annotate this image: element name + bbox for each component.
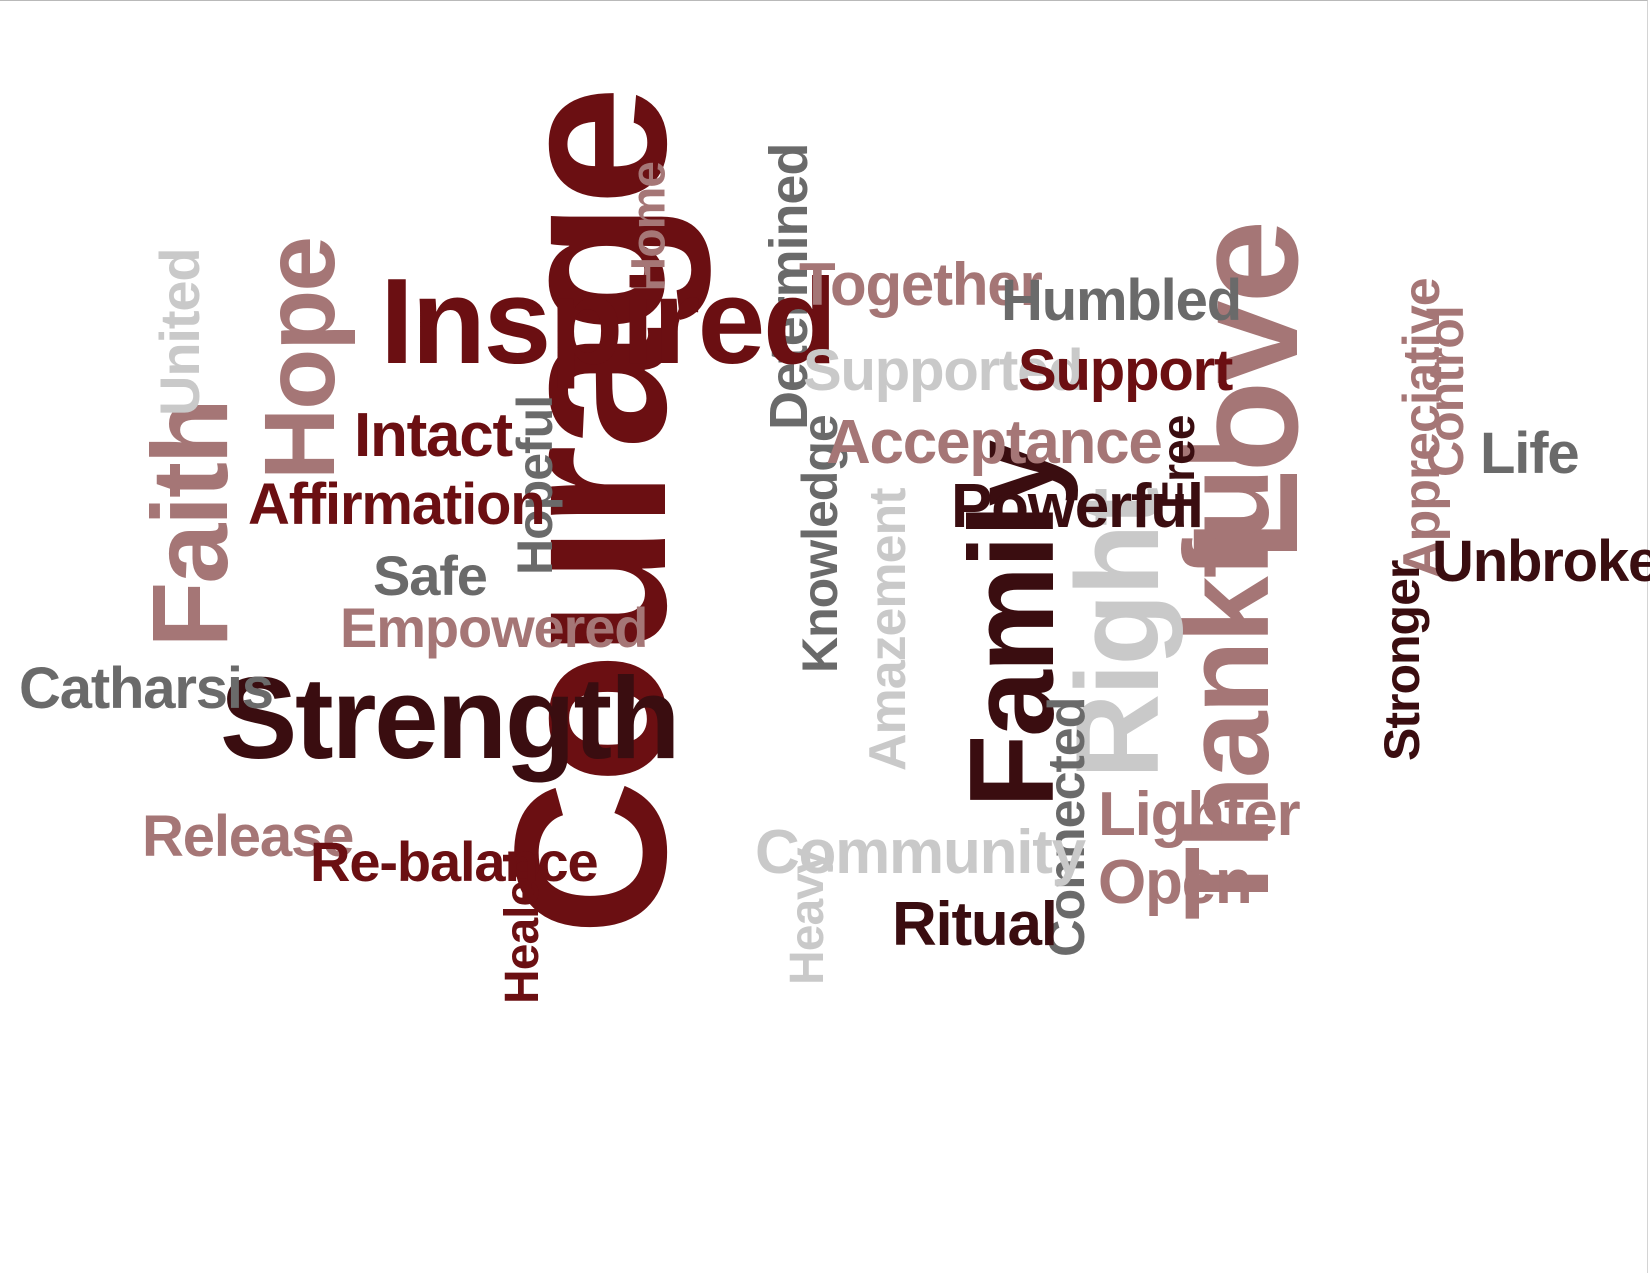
word-lighter: Lighter: [1098, 780, 1301, 849]
word-open: Open: [1098, 848, 1253, 917]
word-faith: Faith: [129, 400, 250, 648]
word-catharsis: Catharsis: [19, 656, 274, 721]
word-united: United: [148, 248, 211, 417]
word-supported: Supported: [803, 338, 1084, 403]
word-powerful: Powerful: [951, 472, 1204, 541]
word-empowered: Empowered: [340, 596, 648, 659]
word-release: Release: [142, 804, 354, 869]
word-amazement: Amazement: [859, 488, 917, 771]
word-inspired: Inspired: [380, 253, 837, 389]
word-community: Community: [755, 818, 1086, 887]
word-together: Together: [799, 251, 1043, 318]
word-acceptance: Acceptance: [826, 408, 1163, 477]
word-strength: Strength: [220, 653, 681, 783]
word-unbroken: Unbroken: [1432, 529, 1650, 594]
word-affirmation: Affirmation: [248, 472, 546, 537]
word-life: Life: [1480, 421, 1580, 486]
word-knowledge: Knowledge: [792, 415, 848, 673]
word-intact: Intact: [354, 401, 513, 470]
word-safe: Safe: [373, 544, 488, 607]
word-ritual: Ritual: [892, 890, 1058, 959]
word-control: Control: [1418, 306, 1474, 477]
word-support: Support: [1018, 338, 1233, 403]
word-rebalance: Re-balance: [310, 830, 599, 893]
word-hope: Hope: [244, 238, 356, 480]
word-humbled: Humbled: [1001, 268, 1242, 333]
word-stronger: Stronger: [1374, 560, 1430, 761]
